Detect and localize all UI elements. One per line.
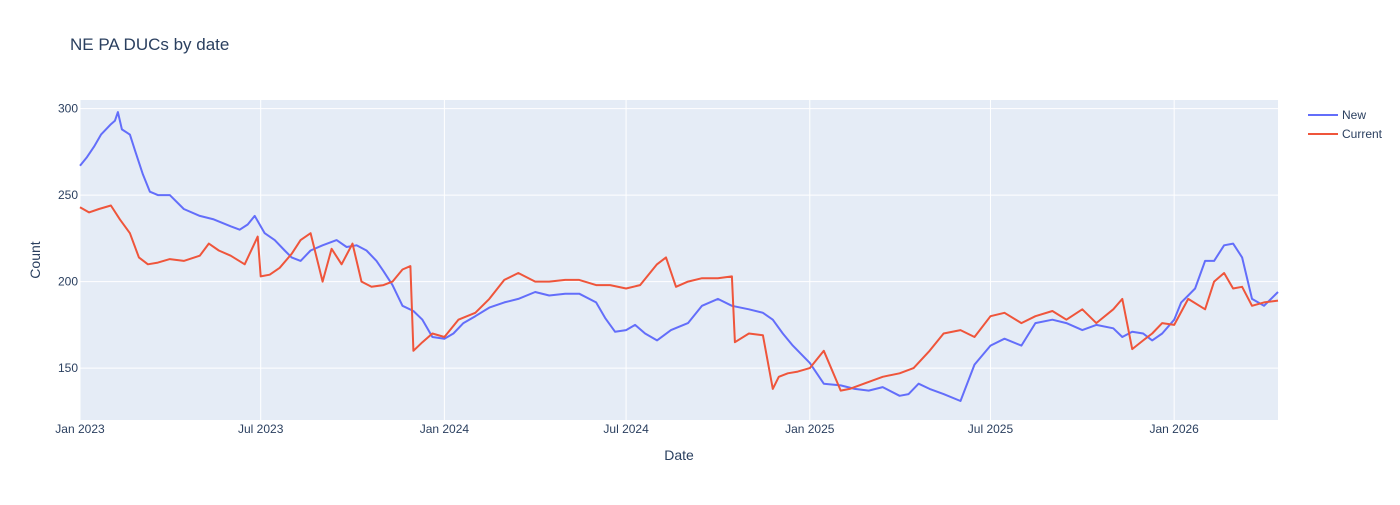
series-lines bbox=[79, 111, 1279, 402]
series-line-current bbox=[79, 204, 1279, 392]
x-gridlines bbox=[79, 100, 1175, 420]
legend-label-current: Current bbox=[1342, 127, 1383, 141]
x-tick-labels: Jan 2023 Jul 2023 Jan 2024 Jul 2024 Jan 2025… bbox=[55, 422, 1199, 436]
x-tick-label: Jul 2023 bbox=[238, 422, 284, 436]
x-tick-label: Jan 2023 bbox=[55, 422, 105, 436]
plot-area bbox=[80, 100, 1278, 420]
y-tick-label: 200 bbox=[58, 275, 78, 289]
x-tick-label: Jul 2025 bbox=[968, 422, 1014, 436]
legend-label-new: New bbox=[1342, 108, 1366, 122]
y-tick-labels: 150 200 250 300 bbox=[58, 102, 78, 375]
series-line-new bbox=[79, 111, 1279, 402]
x-tick-label: Jan 2026 bbox=[1149, 422, 1199, 436]
y-gridlines bbox=[80, 108, 1278, 369]
y-tick-label: 150 bbox=[58, 361, 78, 375]
x-tick-label: Jan 2025 bbox=[785, 422, 835, 436]
x-axis-title: Date bbox=[664, 447, 694, 463]
x-tick-label: Jan 2024 bbox=[420, 422, 470, 436]
x-tick-label: Jul 2024 bbox=[603, 422, 649, 436]
chart-title: NE PA DUCs by date bbox=[70, 35, 229, 54]
y-tick-label: 250 bbox=[58, 188, 78, 202]
y-tick-label: 300 bbox=[58, 102, 78, 116]
y-axis-title: Count bbox=[27, 241, 43, 278]
legend: New Current bbox=[1308, 108, 1383, 141]
